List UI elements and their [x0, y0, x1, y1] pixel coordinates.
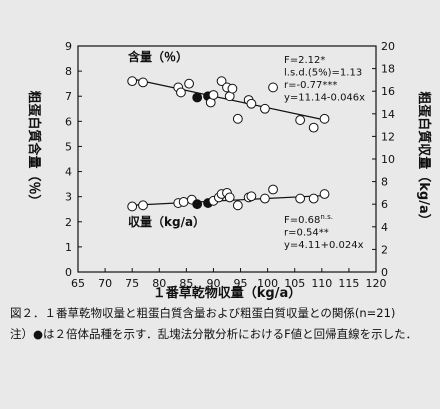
- data-point: [178, 197, 189, 207]
- data-point: [138, 200, 148, 211]
- x-tick-label: 105: [284, 277, 305, 290]
- x-tick-label: 80: [152, 277, 166, 290]
- data-point: [176, 87, 186, 98]
- data-point: [308, 122, 319, 133]
- chart-axes: [77, 45, 377, 273]
- data-point: [227, 83, 238, 94]
- scatter-chart: 65 70 75 80 85 90 95 100 105 110 115 12001234567890…: [26, 40, 432, 300]
- x-tick-label: 115: [338, 277, 359, 290]
- data-point: [308, 193, 319, 204]
- data-point: [232, 200, 243, 211]
- stats-line: l.s.d.(5%)=1.13: [284, 68, 362, 79]
- y-left-tick-label: 2: [65, 216, 72, 229]
- y-left-tick-label: 6: [65, 115, 72, 128]
- y-left-tick-label: 9: [65, 40, 72, 53]
- data-point: [208, 90, 219, 100]
- x-tick-label: 95: [234, 277, 248, 290]
- y-left-tick-label: 4: [65, 166, 72, 179]
- stats-superscript: n.s.: [320, 213, 333, 221]
- data-point: [268, 184, 278, 195]
- x-tick-label: 120: [366, 277, 387, 290]
- stats-line: r=-0.77***: [284, 80, 337, 91]
- data-point: [127, 76, 138, 87]
- x-axis-label: １番草乾物収量（kg/a）: [153, 285, 301, 300]
- stats-content: F=2.12* l.s.d.(5%)=1.13r=-0.77*** y=11.14-…: [284, 55, 365, 104]
- stats-line: y=11.14-0.046x: [284, 93, 365, 104]
- data-point: [138, 77, 148, 88]
- data-point-diploid: [192, 199, 203, 210]
- stats-yield: F=0.68n.s. r=0.54**y=4.11+0.024x: [284, 213, 364, 251]
- y-right-tick-label: 14: [381, 108, 395, 121]
- data-point: [295, 193, 306, 204]
- data-point: [184, 78, 194, 89]
- y-left-tick-label: 8: [65, 65, 72, 78]
- y-right-tick-label: 16: [381, 85, 395, 98]
- tick-labels: 65 70 75 80 85 90 95 100 105 110 115 12001234567890…: [65, 40, 395, 290]
- y-left-tick-label: 5: [65, 140, 72, 153]
- data-point: [246, 98, 257, 109]
- data-point: [260, 103, 270, 114]
- data-point: [295, 115, 306, 125]
- data-point: [319, 113, 330, 124]
- x-tick-label: 75: [125, 277, 139, 290]
- x-tick-label: 100: [257, 277, 278, 290]
- data-point: [246, 191, 257, 202]
- x-tick-label: 110: [311, 277, 332, 290]
- figure-note: 注）●は２倍体品種を示す．乱塊法分散分析におけるF値と回帰直線を示した．: [10, 327, 418, 341]
- y-axis-label-right: 粗蛋白質収量（kg/a）: [416, 91, 432, 226]
- y-right-tick-label: 8: [381, 176, 388, 189]
- y-right-tick-label: 20: [381, 40, 395, 53]
- y-right-tick-label: 6: [381, 198, 388, 211]
- data-point: [260, 193, 270, 204]
- data-points: [127, 76, 330, 212]
- stats-line: F=2.12*: [284, 55, 325, 66]
- y-right-tick-label: 10: [381, 153, 395, 166]
- y-left-tick-label: 3: [65, 191, 72, 204]
- data-point: [268, 82, 278, 93]
- y-right-tick-label: 12: [381, 130, 395, 143]
- stats-line: r=0.54**: [284, 228, 329, 239]
- y-axis-label-left: 粗蛋白質含量（％）: [26, 90, 42, 207]
- x-tick-label: 65: [71, 277, 85, 290]
- x-tick-label: 70: [98, 277, 112, 290]
- y-left-tick-label: 0: [65, 266, 72, 279]
- y-right-tick-label: 0: [381, 266, 388, 279]
- stats-line: y=4.11+0.024x: [284, 240, 364, 251]
- data-point: [319, 189, 330, 199]
- y-left-tick-label: 7: [65, 90, 72, 103]
- y-right-tick-label: 2: [381, 243, 388, 256]
- y-left-tick-label: 1: [65, 241, 72, 254]
- y-right-tick-label: 4: [381, 221, 388, 234]
- y-right-tick-label: 18: [381, 63, 395, 76]
- x-tick-label: 90: [206, 277, 220, 290]
- data-point: [216, 76, 227, 87]
- data-point: [232, 113, 243, 124]
- data-point: [127, 201, 138, 212]
- stats-line: F=0.68n.s.: [284, 213, 333, 226]
- data-point-diploid: [192, 92, 203, 103]
- series-label-yield: 収量（kg/a）: [128, 214, 205, 229]
- figure-caption: 図２．１番草乾物収量と粗蛋白質含量および粗蛋白質収量との関係(n=21) 注）●…: [10, 305, 435, 347]
- data-point: [224, 192, 235, 203]
- x-tick-label: 85: [179, 277, 193, 290]
- series-label-content: 含量（％）: [128, 49, 188, 64]
- figure-title: 図２．１番草乾物収量と粗蛋白質含量および粗蛋白質収量との関係(n=21): [10, 306, 396, 320]
